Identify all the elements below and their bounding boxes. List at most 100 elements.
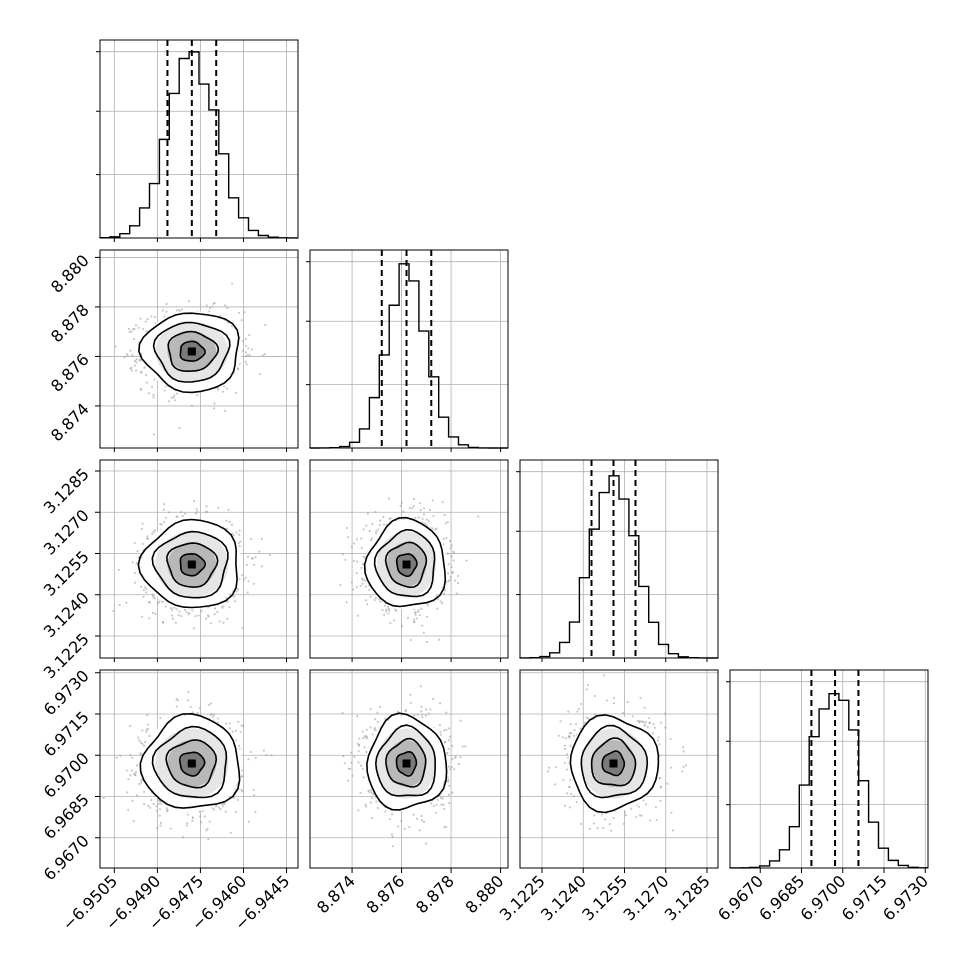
sample-point [425, 708, 428, 711]
sample-point [134, 771, 138, 774]
sample-point [449, 575, 452, 579]
sample-point [209, 713, 212, 717]
sample-point [352, 559, 356, 562]
sample-point [446, 521, 449, 524]
sample-point [221, 606, 224, 609]
sample-point [364, 599, 367, 602]
sample-point [241, 339, 244, 343]
sample-point [447, 765, 451, 768]
sample-point [343, 762, 346, 765]
sample-point [244, 351, 248, 354]
sample-point [452, 551, 456, 555]
sample-point [359, 584, 362, 587]
contour-0 [178, 751, 206, 777]
scatter-panel-3-1 [341, 685, 467, 848]
sample-point [361, 730, 364, 733]
sample-point [252, 788, 255, 792]
sample-point [453, 579, 457, 582]
y-tick-label: 8.880 [47, 251, 93, 297]
sample-point [565, 753, 569, 756]
sample-point [400, 501, 403, 505]
sample-point [592, 822, 596, 825]
sample-point [191, 816, 194, 819]
sample-point [144, 591, 148, 594]
sample-point [239, 730, 242, 734]
sample-point [135, 358, 138, 361]
sample-point [205, 304, 208, 307]
sample-point [459, 755, 462, 759]
sample-point [234, 391, 237, 395]
sample-point [638, 814, 641, 817]
sample-point [432, 514, 435, 518]
sample-point [132, 337, 136, 341]
sample-point [138, 358, 141, 362]
sample-point [131, 756, 134, 760]
sample-point [450, 766, 454, 769]
sample-point [228, 606, 231, 609]
scatter-panel-2-0 [112, 500, 272, 630]
sample-point [648, 721, 652, 725]
sample-point [364, 803, 367, 806]
sample-point [240, 574, 243, 577]
sample-point [359, 764, 363, 767]
sample-point [221, 803, 224, 806]
sample-point [368, 530, 371, 533]
sample-point [177, 614, 180, 617]
sample-point [373, 718, 377, 721]
sample-point [353, 755, 356, 758]
sample-point [234, 810, 237, 814]
sample-point [144, 373, 148, 377]
sample-point [563, 744, 567, 747]
sample-point [362, 563, 365, 566]
sample-point [371, 522, 374, 526]
sample-point [196, 711, 199, 715]
sample-point [153, 597, 156, 600]
sample-point [213, 301, 216, 305]
sample-point [365, 524, 368, 527]
sample-point [244, 337, 247, 341]
sample-point [225, 722, 228, 725]
sample-point [133, 772, 136, 775]
sample-point [341, 711, 344, 715]
sample-point [409, 701, 412, 705]
sample-point [477, 515, 480, 518]
sample-point [231, 532, 234, 535]
grid-3-3 [759, 670, 926, 868]
sample-point [610, 829, 613, 832]
sample-point [438, 638, 441, 641]
scatter-panel-2-1 [339, 497, 480, 643]
sample-point [185, 824, 189, 827]
sample-point [205, 505, 208, 508]
sample-point [162, 520, 166, 524]
sample-point [207, 615, 210, 618]
sample-point [131, 561, 134, 564]
sample-point [439, 733, 443, 736]
panel-frame [99, 39, 299, 239]
sample-point [209, 622, 213, 625]
sample-point [131, 799, 134, 802]
sample-point [244, 576, 247, 580]
sample-point [585, 688, 588, 691]
sample-point [363, 746, 366, 749]
sample-point [247, 580, 250, 583]
sample-point [455, 592, 458, 595]
sample-point [142, 589, 146, 592]
sample-point [146, 537, 149, 540]
sample-point [226, 617, 229, 620]
sample-point [164, 605, 167, 608]
sample-point [452, 559, 455, 562]
sample-point [197, 614, 200, 617]
sample-point [152, 530, 155, 534]
x-tick-label: 6.9685 [755, 871, 808, 924]
sample-point [268, 553, 272, 557]
sample-point [140, 585, 143, 588]
sample-point [145, 330, 148, 333]
sample-point [135, 361, 138, 364]
sample-point [157, 802, 160, 805]
sample-point [221, 390, 225, 393]
sample-point [447, 793, 450, 796]
sample-point [630, 807, 633, 810]
scatter-panel-3-2 [546, 674, 688, 832]
sample-point [250, 348, 253, 351]
sample-point [125, 601, 128, 604]
